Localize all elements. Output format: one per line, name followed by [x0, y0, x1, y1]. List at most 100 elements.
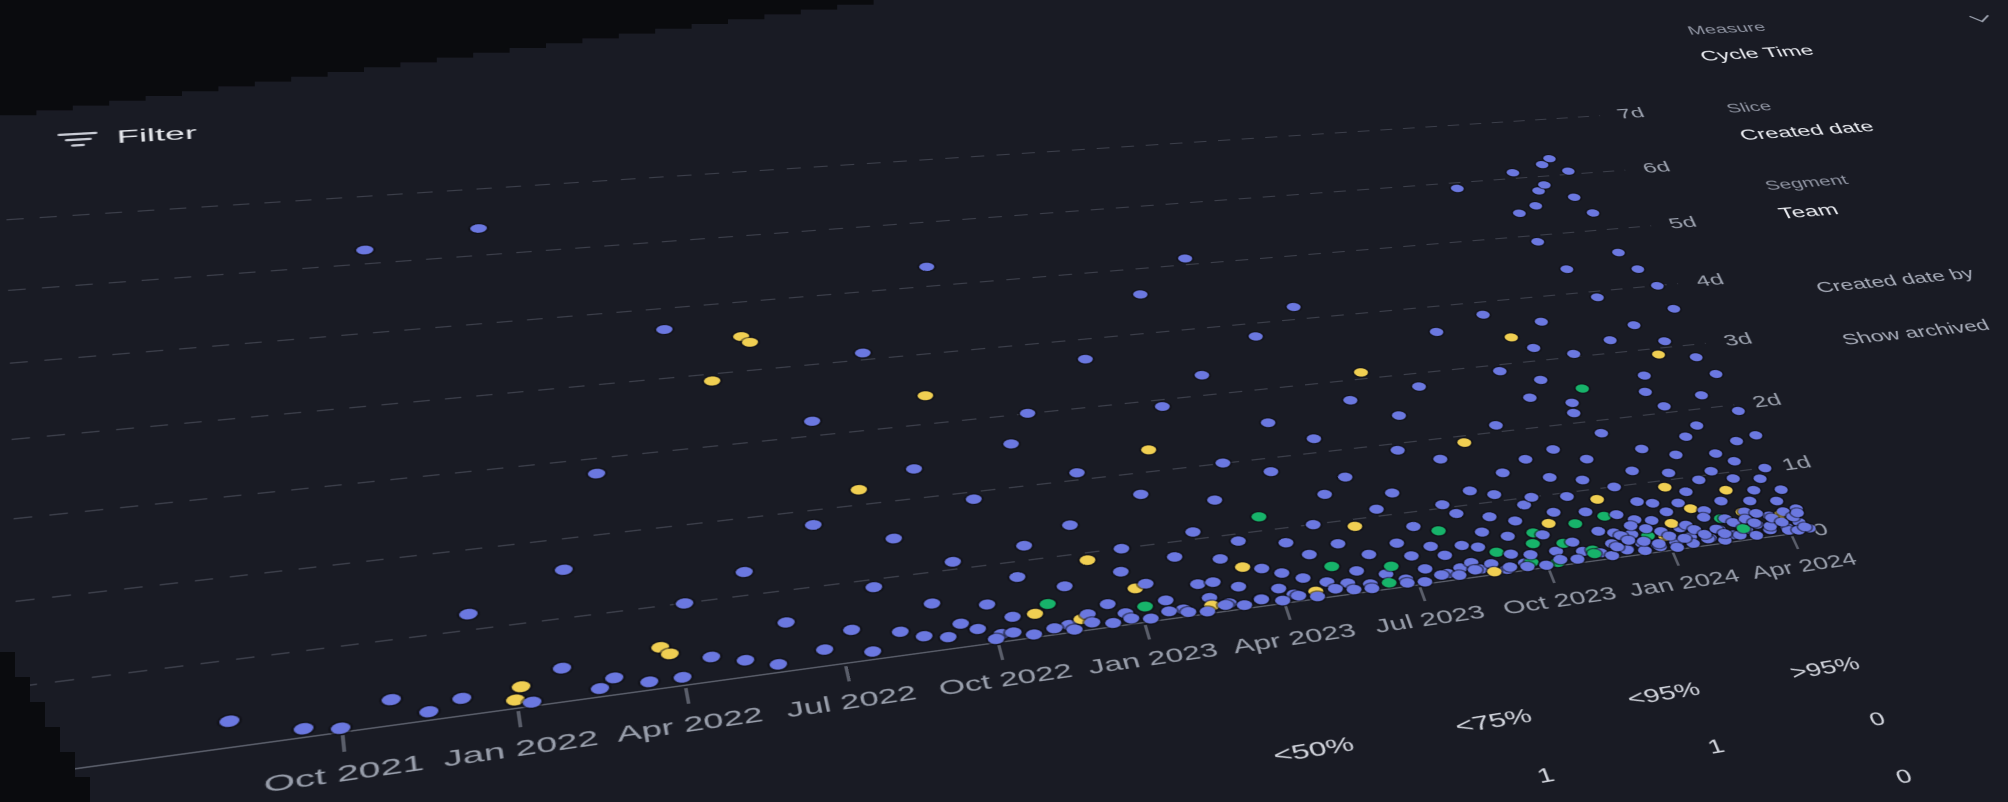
scatter-point[interactable] [1525, 343, 1543, 353]
scatter-point[interactable] [1501, 548, 1520, 560]
scatter-point[interactable] [1574, 383, 1591, 394]
scatter-point[interactable] [1249, 511, 1268, 523]
scatter-point[interactable] [1367, 504, 1386, 515]
scatter-point[interactable] [1025, 607, 1045, 620]
scatter-point[interactable] [1752, 473, 1769, 484]
scatter-point[interactable] [918, 262, 936, 272]
scatter-point[interactable] [1687, 352, 1704, 362]
scatter-point[interactable] [1038, 598, 1057, 611]
scatter-point[interactable] [1304, 519, 1322, 531]
scatter-point[interactable] [1315, 488, 1334, 500]
scatter-point[interactable] [1534, 529, 1552, 541]
scatter-point[interactable] [890, 625, 910, 638]
scatter-point[interactable] [1529, 237, 1546, 246]
scatter-point[interactable] [1480, 511, 1499, 523]
scatter-point[interactable] [1352, 367, 1369, 378]
scatter-point[interactable] [1213, 457, 1232, 469]
scatter-point[interactable] [1540, 518, 1558, 529]
scatter-point[interactable] [1566, 518, 1584, 529]
scatter-point[interactable] [511, 679, 532, 694]
scatter-point[interactable] [522, 695, 543, 709]
scatter-point[interactable] [1229, 535, 1248, 547]
scatter-point[interactable] [1644, 497, 1662, 509]
scatter-point[interactable] [1566, 192, 1582, 202]
scatter-point[interactable] [1563, 398, 1581, 408]
scatter-point[interactable] [1455, 437, 1473, 448]
scatter-point[interactable] [1131, 488, 1150, 500]
scatter-point[interactable] [1745, 484, 1762, 496]
scatter-point[interactable] [1498, 530, 1517, 542]
scatter-point[interactable] [1136, 577, 1156, 590]
scatter-point[interactable] [1505, 168, 1521, 177]
scatter-point[interactable] [1524, 538, 1542, 550]
scatter-point[interactable] [842, 623, 862, 637]
scatter-point[interactable] [740, 337, 759, 348]
scatter-point[interactable] [1427, 327, 1445, 337]
scatter-point[interactable] [1625, 320, 1642, 330]
scatter-point[interactable] [1067, 467, 1086, 478]
scatter-point[interactable] [1183, 526, 1202, 538]
scatter-point[interactable] [1019, 408, 1037, 419]
scatter-point[interactable] [1677, 431, 1695, 442]
scatter-point[interactable] [1773, 484, 1790, 495]
scatter-point[interactable] [1730, 405, 1747, 416]
scatter-point[interactable] [1707, 448, 1725, 459]
scatter-point[interactable] [1247, 331, 1265, 342]
scatter-point[interactable] [1447, 508, 1465, 520]
scatter-point[interactable] [1421, 540, 1440, 552]
scatter-point[interactable] [1491, 366, 1509, 376]
scatter-point[interactable] [977, 598, 996, 611]
scatter-point[interactable] [1014, 539, 1034, 552]
scatter-point[interactable] [1210, 553, 1229, 565]
scatter-point[interactable] [1541, 472, 1559, 483]
scatter-point[interactable] [735, 654, 755, 667]
scatter-point[interactable] [1078, 554, 1097, 567]
scatter-point[interactable] [1660, 468, 1677, 479]
scatter-point[interactable] [380, 692, 402, 707]
scatter-point[interactable] [1502, 332, 1520, 343]
scatter-point[interactable] [604, 671, 625, 685]
scatter-point[interactable] [1308, 590, 1327, 603]
scatter-point[interactable] [1521, 392, 1538, 403]
scatter-point[interactable] [1635, 370, 1653, 381]
scatter-point[interactable] [1656, 336, 1673, 346]
scatter-point[interactable] [587, 467, 607, 479]
scatter-point[interactable] [1082, 616, 1102, 629]
scatter-point[interactable] [355, 245, 374, 256]
scatter-point[interactable] [1077, 354, 1095, 365]
scatter-point[interactable] [854, 347, 872, 359]
scatter-point[interactable] [1511, 208, 1527, 218]
scatter-point[interactable] [1725, 473, 1742, 484]
scatter-point[interactable] [1474, 310, 1492, 320]
scatter-point[interactable] [1294, 572, 1313, 584]
scatter-point[interactable] [1677, 486, 1695, 497]
scatter-point[interactable] [1728, 436, 1746, 446]
scatter-point[interactable] [1577, 506, 1595, 517]
scatter-point[interactable] [776, 616, 796, 629]
scatter-point[interactable] [1469, 541, 1488, 553]
scatter-point[interactable] [769, 657, 789, 671]
scatter-point[interactable] [1004, 626, 1024, 639]
scatter-point[interactable] [803, 519, 823, 531]
scatter-point[interactable] [1610, 248, 1627, 257]
scatter-point[interactable] [1506, 515, 1524, 527]
scatter-point[interactable] [1111, 542, 1131, 555]
scatter-point[interactable] [1493, 467, 1511, 478]
scatter-point[interactable] [1578, 453, 1596, 464]
scatter-point[interactable] [1305, 433, 1323, 444]
scatter-point[interactable] [1717, 484, 1735, 496]
scatter-point[interactable] [803, 416, 822, 427]
scatter-point[interactable] [672, 670, 692, 684]
scatter-point[interactable] [1252, 562, 1271, 574]
scatter-point[interactable] [1206, 494, 1224, 506]
scatter-point[interactable] [1589, 494, 1606, 505]
scatter-point[interactable] [1008, 571, 1027, 583]
scatter-point[interactable] [1341, 395, 1359, 406]
scatter-point[interactable] [504, 693, 525, 707]
scatter-point[interactable] [1688, 420, 1706, 431]
scatter-point[interactable] [1001, 438, 1020, 450]
scatter-point[interactable] [1432, 453, 1450, 465]
scatter-point[interactable] [1557, 491, 1575, 502]
scatter-point[interactable] [1383, 487, 1401, 499]
scatter-point[interactable] [293, 721, 314, 736]
